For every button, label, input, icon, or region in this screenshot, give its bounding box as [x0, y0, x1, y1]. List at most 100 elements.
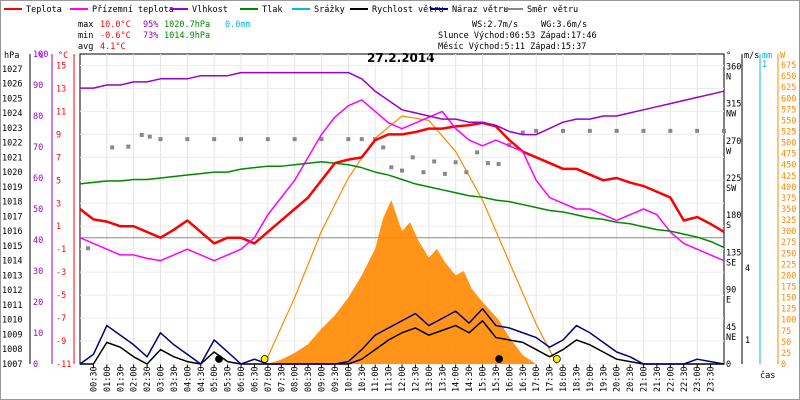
stat-avg-temp: 4.1°C — [100, 42, 126, 52]
time-tick-label: 12:30 — [411, 366, 421, 392]
time-tick-label: 11:30 — [385, 366, 395, 392]
wind-direction-point — [421, 170, 426, 175]
time-tick-label: 15:00 — [479, 366, 489, 392]
wind-direction-point — [158, 137, 163, 142]
time-tick-label: 23:00 — [693, 366, 703, 392]
wind-direction-point — [464, 170, 469, 175]
legend-label: Tlak — [262, 5, 282, 15]
temperature-tick-label: 5 — [56, 176, 61, 186]
time-tick-label: 02:00 — [130, 366, 140, 392]
direction-tick-name: N — [726, 72, 731, 82]
time-tick-label: 02:30 — [143, 366, 153, 392]
direction-tick-name: E — [726, 296, 731, 306]
direction-tick-name: SE — [726, 258, 736, 268]
time-tick-label: 04:30 — [197, 366, 207, 392]
time-tick-label: 06:00 — [237, 366, 247, 392]
wind-direction-point — [695, 128, 700, 133]
time-tick-label: 03:00 — [157, 366, 167, 392]
solar-tick-label: 650 — [781, 72, 796, 82]
wind-direction-point — [410, 155, 415, 160]
pressure-tick-label: 1016 — [2, 227, 22, 237]
time-tick-label: 09:00 — [318, 366, 328, 392]
temperature-tick-label: 15 — [56, 61, 66, 71]
pressure-tick-label: 1014 — [2, 257, 22, 267]
series-line-wind_ms — [80, 320, 724, 365]
solar-tick-label: 325 — [781, 216, 796, 226]
time-tick-label: 20:00 — [613, 366, 623, 392]
time-tick-label: 03:30 — [170, 366, 180, 392]
wind-direction-point — [389, 165, 394, 170]
direction-tick-label: 315 — [726, 100, 741, 110]
direction-tick-label: 270 — [726, 137, 741, 147]
time-tick-label: 07:00 — [264, 366, 274, 392]
sunset-marker — [552, 355, 561, 363]
time-tick-label: 06:30 — [250, 366, 260, 392]
time-tick-label: 16:00 — [505, 366, 515, 392]
wind-direction-point — [442, 171, 447, 176]
time-tick-label: 04:00 — [183, 366, 193, 392]
time-tick-label: 21:00 — [640, 366, 650, 392]
solar-tick-label: 275 — [781, 238, 796, 248]
pressure-tick-label: 1025 — [2, 94, 22, 104]
wind-direction-point — [722, 128, 726, 133]
wind-direction-point — [239, 137, 243, 142]
solar-tick-label: 450 — [781, 161, 796, 171]
solar-tick-label: 375 — [781, 194, 796, 204]
temperature-tick-label: -5 — [56, 291, 66, 301]
direction-tick-label: 225 — [726, 174, 741, 184]
temperature-tick-label: 3 — [56, 199, 61, 209]
wind-direction-series — [86, 128, 726, 251]
direction-tick-name: SW — [726, 184, 737, 194]
wind-direction-point — [453, 160, 458, 165]
wind-direction-point — [319, 137, 324, 142]
humidity-tick-label: 50 — [33, 205, 43, 215]
wind-direction-point — [381, 145, 386, 150]
pressure-tick-label: 1018 — [2, 198, 22, 208]
moonset-marker — [495, 355, 504, 363]
pressure-tick-label: 1011 — [2, 301, 22, 311]
series-line-pressure — [79, 161, 725, 249]
time-tick-label: 19:30 — [599, 366, 609, 392]
humidity-tick-label: 20 — [33, 298, 43, 308]
wind-tick-label: 4 — [745, 264, 750, 274]
time-tick-label: 14:00 — [452, 366, 462, 392]
series-line-humidity — [80, 71, 725, 136]
pressure-tick-label: 1022 — [2, 139, 22, 149]
solar-tick-label: 100 — [781, 316, 796, 326]
time-tick-label: 15:30 — [492, 366, 502, 392]
wind-direction-point — [496, 161, 501, 166]
wind-direction-point — [346, 137, 351, 142]
direction-tick-name: NE — [726, 333, 736, 343]
pressure-tick-label: 1008 — [2, 345, 22, 355]
solar-tick-label: 400 — [781, 183, 796, 193]
time-tick-label: 00:30 — [89, 366, 99, 392]
info-sun: Slunce Východ:06:53 Západ:17:46 — [438, 31, 597, 41]
legend-label: Rychlost větru — [372, 5, 444, 15]
time-tick-label: 08:30 — [304, 366, 314, 392]
direction-tick-label: 180 — [726, 211, 741, 221]
pressure-tick-label: 1023 — [2, 124, 22, 134]
stat-avg-label: avg — [78, 42, 93, 52]
solar-tick-label: 300 — [781, 227, 796, 237]
temperature-tick-label: 11 — [56, 107, 66, 117]
direction-tick-label: 90 — [726, 286, 736, 296]
humidity-tick-label: 40 — [33, 236, 43, 246]
wind-direction-point — [185, 137, 190, 142]
pressure-tick-label: 1012 — [2, 286, 22, 296]
series-line-wind_ms — [79, 307, 725, 365]
pressure-tick-label: 1026 — [2, 80, 22, 90]
time-tick-label: 17:30 — [546, 366, 556, 392]
temperature-tick-label: -11 — [56, 360, 71, 370]
stat-min-press: 1014.9hPa — [164, 31, 210, 41]
sunrise-marker — [260, 355, 269, 363]
wind-direction-point — [641, 128, 646, 133]
unit-time: čas — [760, 370, 775, 381]
wind-direction-point — [400, 168, 404, 173]
stat-max-rain: 0.0mm — [225, 20, 251, 30]
wind-direction-point — [475, 150, 480, 155]
pressure-tick-label: 1020 — [2, 168, 22, 178]
pressure-tick-label: 1009 — [2, 330, 22, 340]
solar-tick-label: 200 — [781, 271, 796, 281]
temperature-tick-label: 7 — [56, 153, 61, 163]
